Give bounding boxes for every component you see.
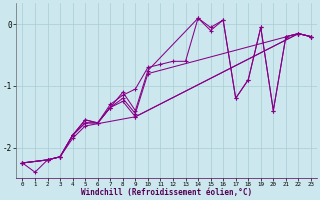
X-axis label: Windchill (Refroidissement éolien,°C): Windchill (Refroidissement éolien,°C) [81,188,252,197]
